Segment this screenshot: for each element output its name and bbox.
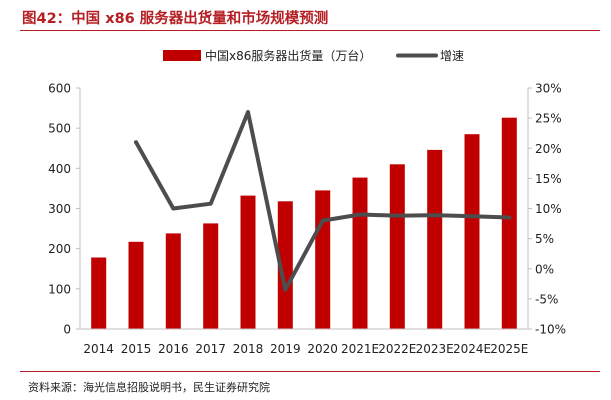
legend: 中国x86服务器出货量（万台） 增速 [163,48,464,63]
title-divider [20,30,600,31]
growth-point [283,288,288,292]
left-axis-tick-label: 500 [48,122,71,136]
bar-2020 [315,190,331,329]
left-axis-tick-label: 100 [48,282,71,296]
bar-2015 [128,241,144,329]
bar-2019 [277,201,293,329]
chart-title: 图42：中国 x86 服务器出货量和市场规模预测 [22,11,329,27]
growth-line-layer [134,110,512,292]
growth-point [432,213,437,217]
right-axis-tick-label: 5% [535,232,554,246]
growth-point [358,212,362,217]
growth-point [208,201,213,206]
source-divider [20,371,600,372]
x-axis-tick-label: 2023E [416,342,454,356]
bar-2022E [389,164,405,329]
left-axis-tick-label: 600 [48,82,71,96]
bar-2021E [352,177,368,329]
bar-2023E [427,149,443,329]
growth-point [395,213,400,218]
bars-layer [91,117,517,329]
x-axis-tick-label: 2024E [453,342,491,356]
growth-point [171,206,176,211]
right-axis-tick-label: 30% [535,82,562,96]
bar-2014 [91,257,107,329]
x-axis-tick-label: 2015 [121,342,152,356]
growth-point [134,140,138,144]
x-axis-tick-label: 2014 [83,342,114,356]
right-axis-tick-label: 10% [535,202,562,216]
right-axis-tick-label: 20% [535,142,562,156]
x-axis-tick-label: 2019 [270,342,301,356]
growth-point [470,214,474,219]
axes-layer: 0 100 200 300 400 500 600 -10% -5% 0% 5% 10% 15% 20% 2… [48,82,566,357]
legend-bar-swatch [163,50,201,61]
x-axis-tick-label: 2020 [307,342,338,356]
right-axis-tick-label: 25% [535,112,562,126]
right-axis-tick-label: 0% [535,262,554,276]
bar-2025E [501,117,517,329]
legend-line-label: 增速 [440,49,464,63]
growth-point [320,218,325,223]
left-axis-tick-label: 0 [63,323,71,337]
growth-point [507,215,512,220]
left-axis-tick-label: 200 [48,242,71,256]
left-axis-tick-label: 400 [48,162,71,176]
x-axis-tick-label: 2017 [195,342,226,356]
bar-2018 [240,195,256,329]
growth-point [246,110,250,114]
bar-2016 [165,233,181,329]
legend-bar-label: 中国x86服务器出货量（万台） [205,48,371,63]
x-axis-tick-label: 2025E [490,342,528,356]
right-axis-tick-label: 15% [535,172,562,186]
x-axis-tick-label: 2016 [158,342,189,356]
x-axis-tick-label: 2022E [378,342,416,356]
bar-2017 [203,223,219,329]
right-axis-tick-label: -5% [535,292,558,306]
source-note: 资料来源：海光信息招股说明书，民生证券研究院 [28,381,270,394]
left-axis-tick-label: 300 [48,202,71,216]
right-axis-tick-label: -10% [535,323,566,337]
x-axis-tick-label: 2018 [233,342,264,356]
x-axis-tick-label: 2021E [341,342,379,356]
bar-2024E [464,134,480,329]
chart: 中国x86服务器出货量（万台） 增速 0 100 200 300 400 500 600 -1… [48,48,566,357]
